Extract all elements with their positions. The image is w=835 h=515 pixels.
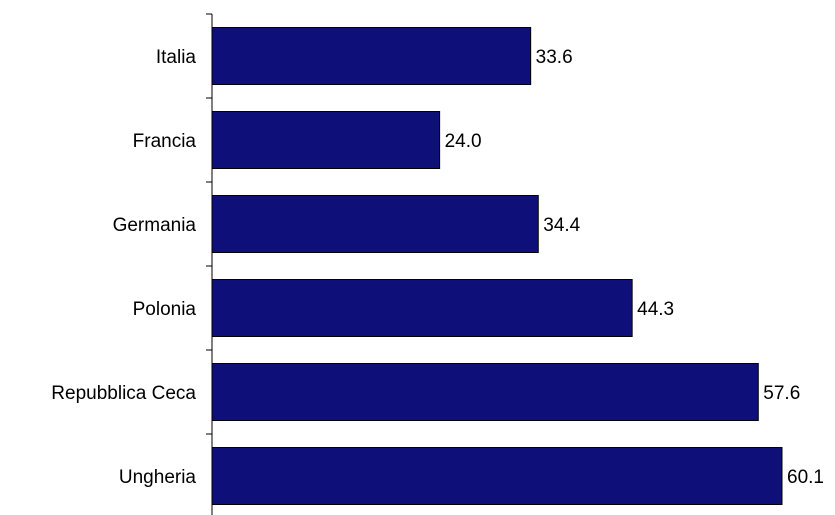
category-label: Ungheria	[119, 467, 197, 488]
value-label: 34.4	[543, 215, 580, 236]
category-label: Polonia	[133, 299, 197, 320]
bar-francia	[211, 111, 441, 169]
value-labels: 33.6 24.0 34.4 44.3 57.6 60.1	[445, 47, 824, 488]
bar-ungheria	[211, 447, 783, 505]
bars	[211, 27, 783, 505]
category-axis	[206, 13, 213, 515]
category-label: Francia	[133, 131, 197, 152]
value-label: 24.0	[445, 131, 482, 152]
bar-polonia	[211, 279, 633, 337]
bar-germania	[211, 195, 539, 253]
value-label: 33.6	[536, 47, 573, 68]
category-label: Germania	[113, 215, 197, 236]
category-label: Repubblica Ceca	[51, 383, 196, 404]
bar-italia	[211, 27, 532, 85]
value-label: 44.3	[637, 299, 674, 320]
category-labels: Italia Francia Germania Polonia Repubblica C…	[51, 47, 196, 488]
value-label: 57.6	[763, 383, 800, 404]
bar-repubblica-ceca	[211, 363, 759, 421]
value-label: 60.1	[787, 467, 824, 488]
category-label: Italia	[156, 47, 197, 68]
